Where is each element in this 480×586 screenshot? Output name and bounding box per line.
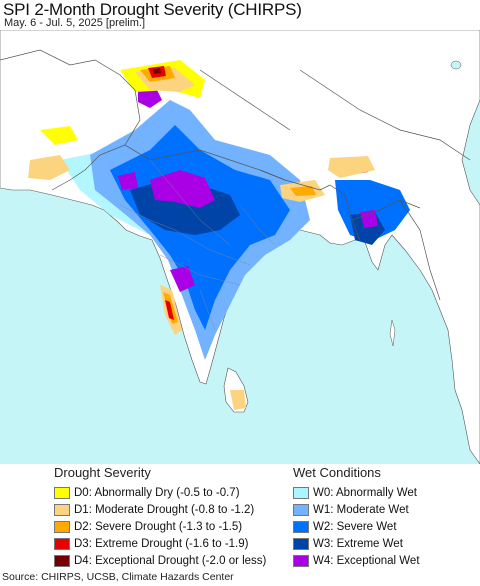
wet-w4-west [118, 172, 138, 190]
legend-row-w0: W0: Abnormally Wet [293, 484, 420, 501]
legend-row-w2: W2: Severe Wet [293, 518, 420, 535]
legend-label-d1: D1: Moderate Drought (-0.8 to -1.2) [74, 503, 255, 516]
drought-d3-west-coast [165, 300, 174, 320]
legend-label-w0: W0: Abnormally Wet [313, 486, 417, 499]
lake [450, 60, 462, 70]
legend-swatch-w4 [293, 554, 309, 567]
drought-legend: Drought Severity D0: Abnormally Dry (-0.… [54, 464, 266, 569]
legend-swatch-d1 [54, 503, 70, 516]
wet-w4-deccan [170, 266, 195, 292]
drought-map [0, 30, 480, 464]
legend-row-d4: D4: Exceptional Drought (-2.0 or less) [54, 552, 266, 569]
legend-label-w2: W2: Severe Wet [313, 520, 397, 533]
legend-swatch-w2 [293, 520, 309, 533]
legend-label-w3: W3: Extreme Wet [313, 537, 403, 550]
wet-legend-heading: Wet Conditions [293, 465, 381, 480]
legend-row-d1: D1: Moderate Drought (-0.8 to -1.2) [54, 501, 266, 518]
state-borders [119, 159, 276, 331]
wet-legend: Wet Conditions W0: Abnormally Wet W1: Mo… [293, 464, 420, 569]
date-range-subtitle: May. 6 - Jul. 5, 2025 [prelim.] [4, 17, 146, 29]
drought-d4-north [153, 68, 161, 74]
legend-swatch-d0 [54, 486, 70, 499]
drought-legend-heading: Drought Severity [54, 465, 151, 480]
legend-swatch-w3 [293, 537, 309, 550]
legend-label-d0: D0: Abnormally Dry (-0.5 to -0.7) [74, 486, 240, 499]
legend: Drought Severity D0: Abnormally Dry (-0.… [0, 464, 480, 572]
land-andaman [389, 319, 396, 347]
source-credit: Source: CHIRPS, UCSB, Climate Hazards Ce… [2, 571, 234, 583]
drought-d1-bhutan [328, 156, 375, 178]
legend-row-w3: W3: Extreme Wet [293, 535, 420, 552]
legend-swatch-w0 [293, 486, 309, 499]
drought-d0-afghan [40, 126, 78, 145]
legend-row-d2: D2: Severe Drought (-1.3 to -1.5) [54, 518, 266, 535]
drought-d1-pakistan [28, 155, 70, 180]
drought-d2-nepal [290, 186, 316, 196]
legend-row-w4: W4: Exceptional Wet [293, 552, 420, 569]
legend-row-w1: W1: Moderate Wet [293, 501, 420, 518]
wet-w4-east [360, 210, 378, 228]
legend-swatch-d3 [54, 537, 70, 550]
legend-swatch-d2 [54, 520, 70, 533]
legend-label-w4: W4: Exceptional Wet [313, 554, 420, 567]
legend-row-d3: D3: Extreme Drought (-1.6 to -1.9) [54, 535, 266, 552]
legend-label-w1: W1: Moderate Wet [313, 503, 409, 516]
country-borders [0, 49, 471, 301]
page-title: SPI 2-Month Drought Severity (CHIRPS) [3, 0, 302, 19]
legend-label-d2: D2: Severe Drought (-1.3 to -1.5) [74, 520, 243, 533]
legend-label-d4: D4: Exceptional Drought (-2.0 or less) [74, 554, 267, 567]
legend-swatch-d4 [54, 554, 70, 567]
legend-swatch-w1 [293, 503, 309, 516]
legend-label-d3: D3: Extreme Drought (-1.6 to -1.9) [74, 537, 249, 550]
legend-row-d0: D0: Abnormally Dry (-0.5 to -0.7) [54, 484, 266, 501]
wet-w4-kashmir [138, 86, 162, 108]
drought-d1-srilanka [230, 390, 246, 410]
